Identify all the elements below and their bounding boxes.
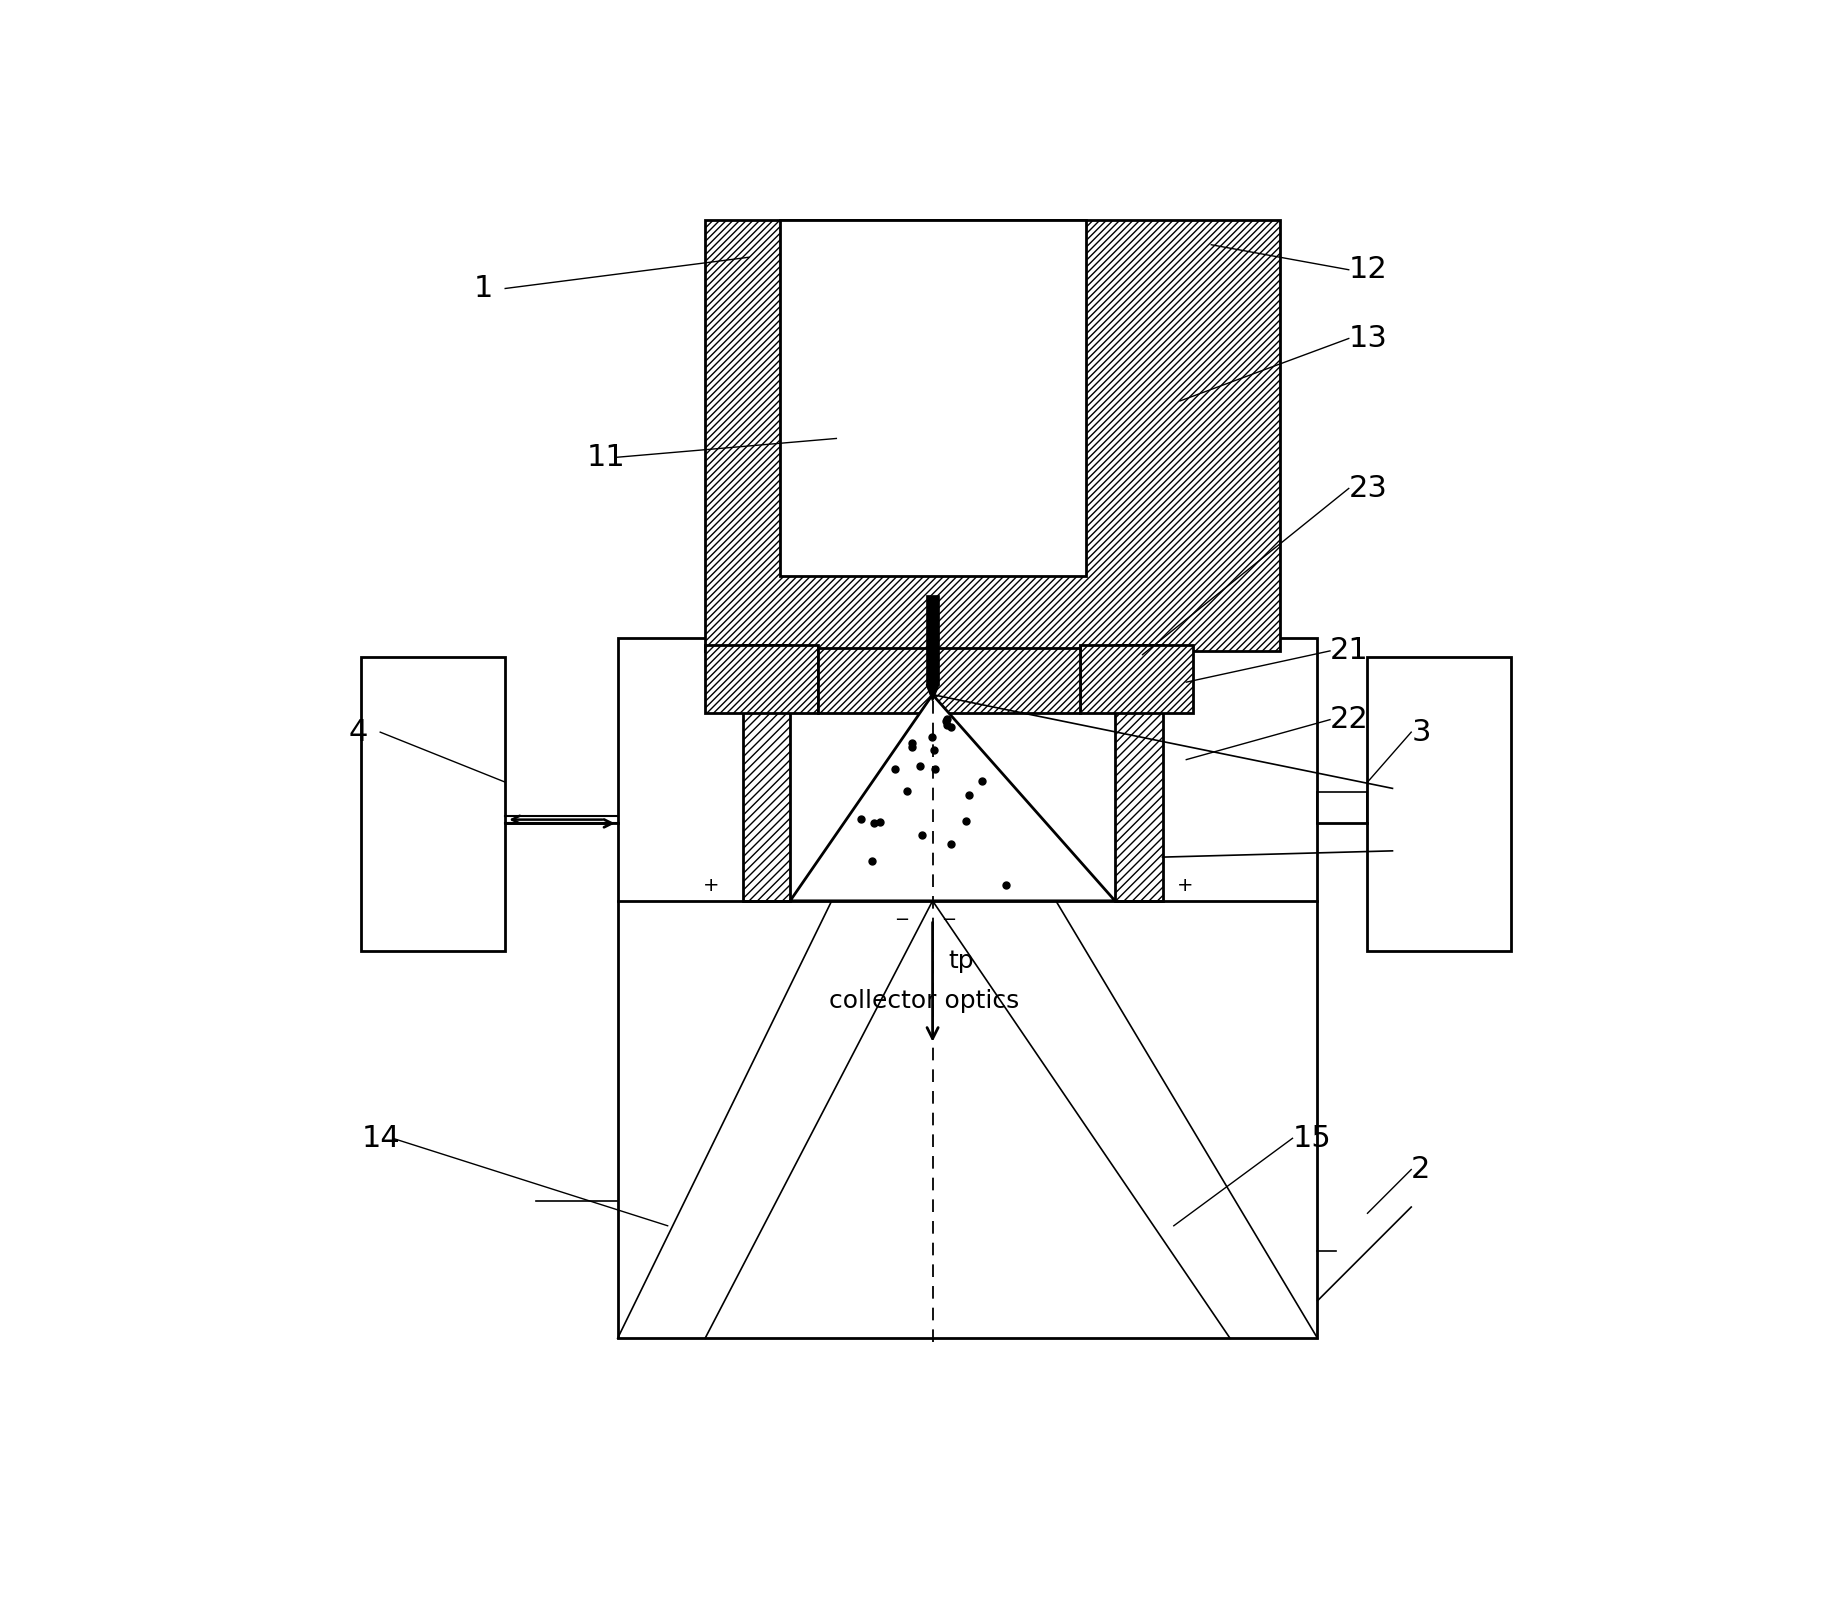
Text: 3: 3 — [1410, 717, 1431, 747]
Bar — [818, 649, 1080, 714]
Text: 14: 14 — [362, 1123, 400, 1152]
Bar — [742, 644, 789, 901]
Text: +: + — [703, 876, 720, 896]
Text: 2: 2 — [1410, 1156, 1431, 1185]
Text: 15: 15 — [1292, 1123, 1332, 1152]
Bar — [705, 644, 818, 714]
Text: 1: 1 — [473, 274, 493, 304]
Text: 13: 13 — [1348, 325, 1389, 352]
Bar — [1114, 644, 1162, 901]
Bar — [780, 219, 1087, 576]
Polygon shape — [789, 695, 1114, 901]
Text: 12: 12 — [1348, 255, 1387, 284]
Polygon shape — [926, 685, 939, 701]
Text: 11: 11 — [586, 443, 625, 472]
Bar — [1367, 657, 1511, 951]
Text: +: + — [1177, 876, 1193, 896]
Text: tp: tp — [948, 949, 974, 972]
Text: 21: 21 — [1330, 636, 1368, 665]
Bar — [1080, 644, 1193, 714]
Text: 22: 22 — [1330, 704, 1368, 734]
Text: 23: 23 — [1348, 474, 1389, 503]
Text: −: − — [941, 911, 956, 928]
Bar — [618, 638, 1317, 1339]
Bar — [926, 594, 939, 685]
Text: −: − — [893, 911, 908, 928]
Bar — [705, 219, 1281, 651]
Text: 4: 4 — [349, 717, 369, 747]
Text: collector optics: collector optics — [829, 988, 1019, 1013]
Bar — [362, 657, 506, 951]
